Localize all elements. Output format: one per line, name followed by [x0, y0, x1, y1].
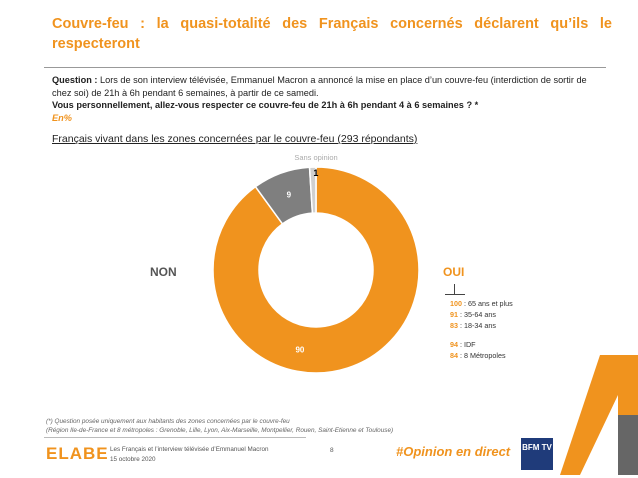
value-label-sans-opinion: 1: [313, 168, 318, 178]
page-number: 8: [330, 447, 334, 454]
label-non: NON: [150, 265, 177, 279]
unit-label: En%: [52, 112, 72, 123]
value-label-oui: 90: [295, 345, 304, 354]
sample-subtitle: Français vivant dans les zones concernée…: [52, 133, 418, 145]
footnote-line-2: (Région Ile-de-France et 8 métropoles : …: [46, 427, 394, 434]
oui-bracket: [445, 284, 465, 295]
footer-study-info: Les Français et l’interview télévisée d’…: [110, 445, 269, 465]
question-bold-text: Vous personnellement, allez-vous respect…: [52, 100, 479, 110]
study-name: Les Français et l’interview télévisée d’…: [110, 446, 269, 453]
decorative-a-logo: [560, 355, 638, 475]
footnote: (*) Question posée uniquement aux habita…: [46, 417, 393, 435]
footnote-line-1: (*) Question posée uniquement aux habita…: [46, 418, 290, 425]
label-sans-opinion: Sans opinion: [294, 153, 337, 162]
title-divider: [44, 67, 606, 68]
value-label-non: 9: [287, 191, 292, 200]
elabe-logo: ELABE: [46, 444, 109, 463]
region-metropoles: 84 : 8 Métropoles: [450, 351, 506, 360]
page-title: Couvre-feu : la quasi-totalité des Franç…: [52, 16, 612, 52]
age-18-34: 83 : 18-34 ans: [450, 321, 496, 330]
age-35-64: 91 : 35-64 ans: [450, 310, 496, 319]
slice-sans-opinion: [308, 166, 317, 214]
study-date: 15 octobre 2020: [110, 456, 156, 463]
footer-divider: [44, 437, 306, 438]
oui-breakdown: 100 : 65 ans et plus 91 : 35-64 ans 83 :…: [450, 298, 513, 361]
bfm-tv-logo: BFM TV: [521, 438, 553, 470]
label-oui: OUI: [443, 265, 465, 279]
hashtag: #Opinion en direct: [396, 444, 511, 459]
question-label: Question :: [52, 75, 98, 85]
question-block: Question : Lors de son interview télévis…: [52, 74, 602, 124]
region-idf: 94 : IDF: [450, 340, 476, 349]
question-text: Lors de son interview télévisée, Emmanue…: [52, 75, 587, 98]
age-65-plus: 100 : 65 ans et plus: [450, 299, 513, 308]
slice-oui: [212, 166, 420, 374]
